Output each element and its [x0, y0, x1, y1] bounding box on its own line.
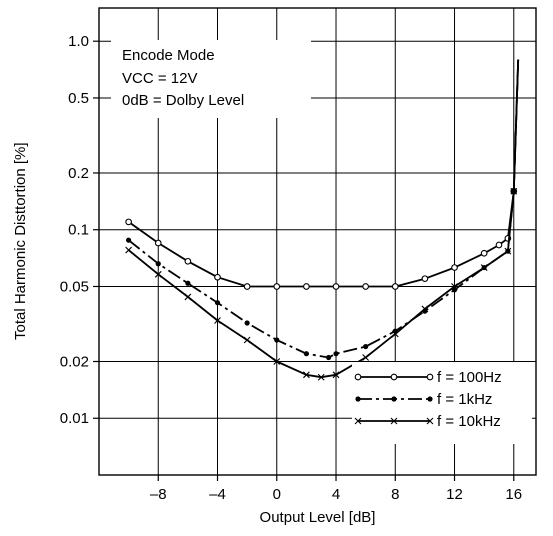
marker-dot	[427, 396, 433, 402]
x-axis-label: Output Level [dB]	[259, 509, 376, 526]
y-tick-label: 0.1	[68, 222, 89, 239]
y-tick-label: 0.05	[60, 278, 89, 295]
legend: f = 100Hz f = 1kHz f = 10kHz	[354, 369, 502, 430]
y-tick-label: 0.2	[68, 165, 89, 182]
annotation-vcc: VCC = 12V	[122, 70, 198, 87]
marker-circle	[184, 257, 192, 265]
marker-x	[184, 293, 192, 301]
x-tick-label: –8	[150, 486, 167, 503]
annotation-dolby: 0dB = Dolby Level	[122, 92, 245, 109]
marker-x	[214, 317, 221, 324]
marker-x	[510, 187, 518, 195]
legend-label: f = 10kHz	[437, 413, 501, 430]
y-tick-label: 0.01	[60, 410, 89, 427]
series-2	[125, 59, 520, 381]
legend-label: f = 100Hz	[437, 369, 502, 386]
series-layer	[125, 59, 520, 381]
ticks: –8 –4 0 4 8 12 16 0.01 0.02 0.05 0.1 0.2 0.5 1.0	[60, 33, 522, 503]
marker-x	[362, 354, 370, 361]
x-tick-label: 8	[391, 486, 399, 503]
marker-x	[243, 336, 251, 344]
x-tick-label: 4	[332, 486, 340, 503]
marker-circle	[154, 239, 162, 247]
marker-circle	[362, 283, 369, 290]
x-tick-label: 16	[505, 486, 522, 503]
y-tick-label: 1.0	[68, 33, 89, 50]
marker-dot	[391, 396, 397, 402]
series-0	[125, 59, 520, 290]
marker-circle	[495, 241, 503, 249]
plot-frame	[98, 7, 537, 476]
marker-circle	[332, 283, 340, 290]
x-tick-label: 0	[273, 486, 281, 503]
marker-circle	[214, 273, 221, 281]
legend-entry: f = 1kHz	[355, 391, 492, 408]
marker-dot	[155, 261, 161, 267]
marker-x	[125, 246, 133, 254]
y-axis-label: Total Harmonic Disttortion [%]	[12, 142, 29, 341]
marker-dot	[126, 237, 132, 243]
x-tick-label: 12	[446, 486, 463, 503]
annotation-mode: Encode Mode	[122, 47, 215, 64]
legend-entry: f = 100Hz	[354, 369, 502, 386]
marker-circle	[421, 275, 429, 283]
x-tick-label: –4	[209, 486, 226, 503]
marker-x	[273, 358, 281, 365]
marker-circle	[426, 373, 434, 381]
marker-x	[426, 417, 434, 425]
marker-circle	[480, 249, 488, 257]
marker-circle	[273, 283, 281, 290]
marker-circle	[354, 373, 362, 381]
marker-x	[390, 417, 398, 425]
marker-x	[354, 417, 362, 425]
marker-x	[317, 373, 325, 381]
marker-dot	[355, 396, 361, 402]
marker-dot	[363, 343, 369, 350]
marker-x	[154, 270, 162, 278]
marker-dot	[326, 354, 332, 361]
marker-dot	[303, 351, 309, 357]
marker-dot	[333, 351, 339, 357]
marker-x	[332, 371, 340, 379]
marker-circle	[390, 373, 398, 381]
marker-dot	[214, 300, 221, 306]
marker-circle	[125, 218, 132, 226]
grid	[99, 8, 536, 475]
marker-dot	[244, 320, 250, 326]
marker-circle	[303, 283, 310, 290]
marker-x	[480, 264, 488, 271]
legend-box	[352, 362, 532, 444]
y-tick-label: 0.5	[68, 90, 89, 107]
y-tick-label: 0.02	[60, 353, 89, 370]
marker-x	[421, 305, 429, 313]
marker-dot	[185, 280, 191, 286]
legend-label: f = 1kHz	[437, 391, 492, 408]
marker-x	[303, 371, 310, 379]
marker-circle	[451, 264, 458, 271]
annotation-box	[111, 40, 311, 118]
marker-x	[391, 330, 399, 338]
legend-entry: f = 10kHz	[354, 413, 501, 430]
marker-x	[504, 247, 512, 255]
marker-x	[451, 283, 458, 290]
marker-dot	[274, 337, 280, 343]
marker-circle	[391, 283, 399, 290]
marker-circle	[243, 283, 251, 290]
